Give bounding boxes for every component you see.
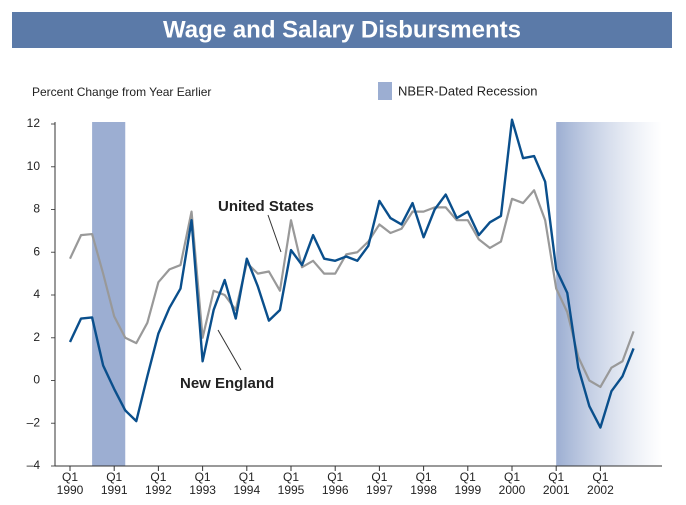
title-banner xyxy=(12,12,672,48)
y-axis-label: Percent Change from Year Earlier xyxy=(32,85,211,99)
x-tick-label: Q1 1995 xyxy=(278,470,305,497)
y-tick-label: 8 xyxy=(33,202,40,216)
x-tick-label: Q1 2001 xyxy=(543,470,570,497)
x-tick-label: Q1 1991 xyxy=(101,470,128,497)
legend-swatch xyxy=(378,82,392,100)
x-tick-label: Q1 1996 xyxy=(322,470,349,497)
series-line xyxy=(68,118,635,429)
y-tick-label: 10 xyxy=(27,159,41,173)
y-tick-label: 6 xyxy=(33,244,40,258)
x-tick-label: Q1 1990 xyxy=(57,470,84,497)
x-tick-label: Q1 1994 xyxy=(233,470,260,497)
x-tick-label: Q1 1993 xyxy=(189,470,216,497)
x-tick-label: Q1 1998 xyxy=(410,470,437,497)
y-tick-label: 2 xyxy=(33,330,40,344)
annotation-pointer xyxy=(217,329,242,371)
x-tick-label: Q1 2000 xyxy=(499,470,526,497)
x-tick-label: Q1 1999 xyxy=(454,470,481,497)
y-tick-label: 4 xyxy=(33,287,40,301)
annotation-pointer xyxy=(267,214,282,253)
y-tick-label: 12 xyxy=(27,116,41,130)
legend-label: NBER-Dated Recession xyxy=(398,83,537,98)
x-tick-label: Q1 1992 xyxy=(145,470,172,497)
annotation: New England xyxy=(180,375,274,392)
x-tick-label: Q1 1997 xyxy=(366,470,393,497)
series-line xyxy=(69,189,635,389)
y-tick-label: –4 xyxy=(27,458,41,472)
annotation: United States xyxy=(218,198,314,215)
y-tick-label: –2 xyxy=(27,415,41,429)
chart-title: Wage and Salary Disbursments xyxy=(163,16,521,43)
recession-band xyxy=(556,122,662,466)
y-tick-label: 0 xyxy=(33,373,40,387)
x-tick-label: Q1 2002 xyxy=(587,470,614,497)
